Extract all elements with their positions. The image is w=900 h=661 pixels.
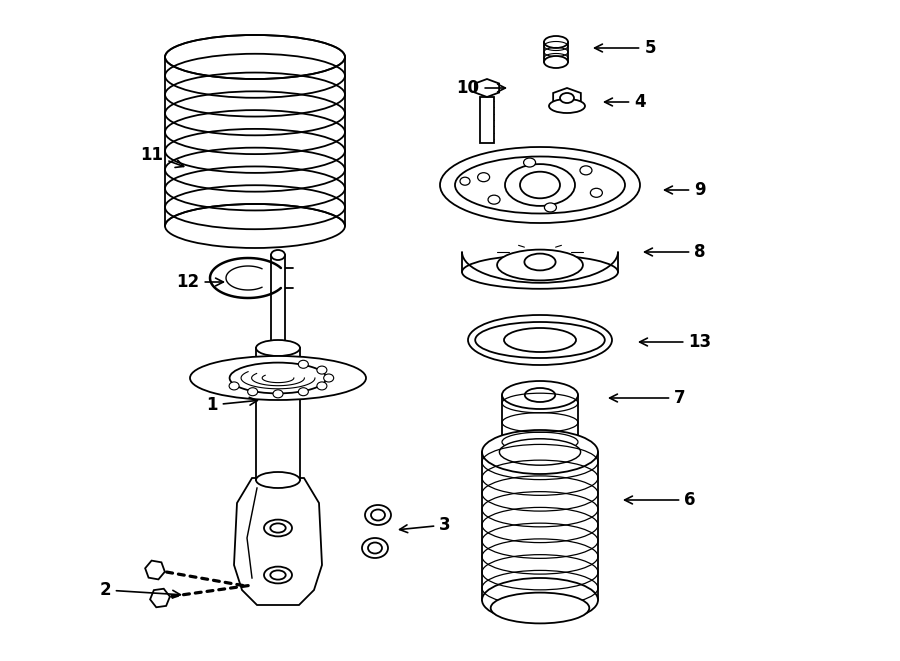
Text: 11: 11 — [140, 146, 184, 167]
Text: 4: 4 — [605, 93, 646, 111]
Text: 12: 12 — [176, 273, 223, 291]
Text: 9: 9 — [664, 181, 706, 199]
Ellipse shape — [504, 328, 576, 352]
Ellipse shape — [478, 173, 490, 182]
Text: 1: 1 — [206, 396, 257, 414]
Ellipse shape — [440, 147, 640, 223]
Ellipse shape — [365, 505, 391, 525]
Ellipse shape — [317, 366, 327, 374]
Ellipse shape — [520, 172, 560, 198]
Ellipse shape — [500, 439, 580, 465]
Polygon shape — [234, 478, 322, 605]
Ellipse shape — [544, 203, 556, 212]
Polygon shape — [475, 79, 500, 97]
Ellipse shape — [560, 93, 574, 103]
Ellipse shape — [264, 566, 292, 584]
Ellipse shape — [525, 388, 555, 402]
Ellipse shape — [368, 543, 382, 553]
Text: 3: 3 — [400, 516, 451, 534]
Ellipse shape — [590, 188, 602, 197]
Ellipse shape — [371, 510, 385, 520]
Ellipse shape — [324, 374, 334, 382]
Ellipse shape — [230, 363, 327, 393]
Ellipse shape — [475, 322, 605, 358]
Text: 8: 8 — [644, 243, 706, 261]
Ellipse shape — [544, 56, 568, 68]
Ellipse shape — [544, 36, 568, 48]
Ellipse shape — [482, 578, 598, 622]
Ellipse shape — [273, 390, 283, 398]
Ellipse shape — [502, 381, 578, 409]
Text: 2: 2 — [99, 581, 180, 599]
Bar — [271, 255, 285, 352]
Ellipse shape — [491, 593, 590, 623]
Ellipse shape — [524, 158, 536, 167]
Text: 7: 7 — [609, 389, 686, 407]
Ellipse shape — [482, 430, 598, 474]
Text: 10: 10 — [456, 79, 506, 97]
Ellipse shape — [462, 255, 618, 289]
Ellipse shape — [460, 177, 470, 185]
Ellipse shape — [271, 347, 285, 357]
Ellipse shape — [270, 524, 285, 533]
Ellipse shape — [298, 360, 309, 368]
Text: 6: 6 — [625, 491, 696, 509]
Ellipse shape — [455, 157, 625, 214]
Ellipse shape — [230, 382, 239, 390]
Ellipse shape — [505, 164, 575, 206]
Ellipse shape — [270, 570, 285, 580]
Ellipse shape — [264, 520, 292, 536]
Bar — [256, 348, 300, 480]
Polygon shape — [554, 88, 580, 108]
Polygon shape — [145, 561, 165, 580]
Ellipse shape — [497, 250, 583, 280]
Text: 5: 5 — [595, 39, 656, 57]
Ellipse shape — [468, 315, 612, 365]
Ellipse shape — [580, 166, 592, 175]
Ellipse shape — [256, 472, 300, 488]
Text: 13: 13 — [640, 333, 712, 351]
Ellipse shape — [190, 356, 366, 400]
Ellipse shape — [549, 99, 585, 113]
Ellipse shape — [502, 433, 578, 461]
Ellipse shape — [298, 388, 309, 396]
Polygon shape — [150, 589, 170, 607]
Bar — [480, 97, 494, 143]
Ellipse shape — [521, 440, 559, 455]
Ellipse shape — [256, 340, 300, 356]
Ellipse shape — [488, 195, 500, 204]
Ellipse shape — [248, 388, 257, 396]
Ellipse shape — [525, 254, 555, 270]
Ellipse shape — [317, 382, 327, 390]
Ellipse shape — [271, 250, 285, 260]
Ellipse shape — [362, 538, 388, 558]
